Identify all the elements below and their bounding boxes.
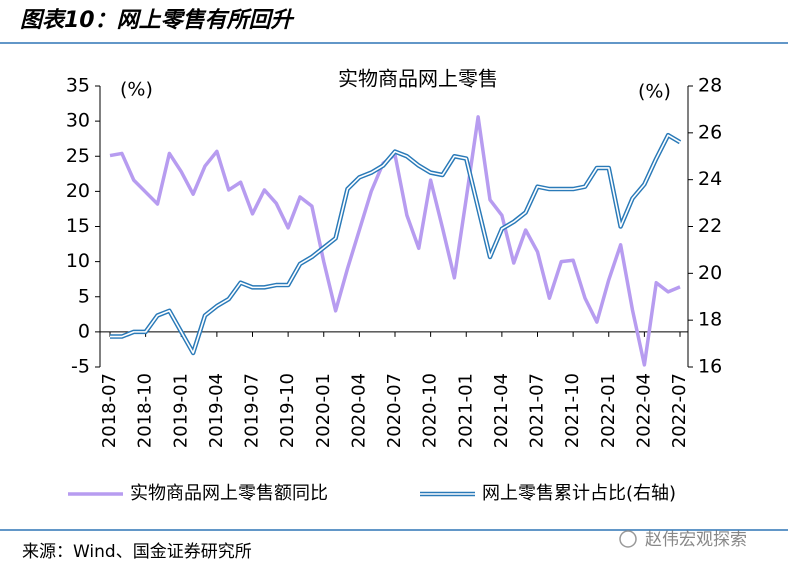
chart-title: 实物商品网上零售 (338, 67, 498, 91)
x-tick-label: 2020-01 (313, 373, 334, 448)
y-axis-label: (%) (120, 79, 153, 101)
watermark: 赵伟宏观探索 (645, 530, 747, 550)
y-tick-label: 10 (66, 250, 90, 272)
x-tick-label: 2021-07 (527, 373, 548, 448)
x-tick-label: 2020-10 (420, 373, 441, 448)
series-line-inner (110, 134, 681, 354)
x-tick-label: 2020-07 (384, 373, 405, 448)
y-tick-label: 25 (66, 145, 90, 167)
x-tick-label: 2019-04 (206, 373, 227, 448)
y2-axis-label: (%) (638, 81, 671, 103)
legend-label: 网上零售累计占比(右轴) (482, 483, 676, 504)
x-tick-label: 2018-07 (99, 373, 120, 448)
y-tick-label: 15 (66, 215, 90, 237)
x-tick-label: 2019-01 (170, 373, 191, 448)
source: 来源：Wind、国金证券研究所 (22, 542, 252, 562)
x-tick-label: 2021-04 (491, 373, 512, 448)
x-tick-label: 2020-04 (348, 373, 369, 448)
y2-tick-label: 18 (698, 309, 722, 331)
x-tick-label: 2021-10 (562, 373, 583, 448)
y-tick-label: -5 (71, 356, 90, 378)
page-title: 图表10：网上零售有所回升 (20, 7, 295, 33)
x-tick-label: 2022-01 (598, 373, 619, 448)
y2-tick-label: 28 (698, 75, 722, 97)
y2-tick-label: 22 (698, 215, 722, 237)
watermark-icon (619, 530, 637, 548)
y-tick-label: 30 (66, 110, 90, 132)
x-tick-label: 2018-10 (135, 373, 156, 448)
y-tick-label: 35 (66, 75, 90, 97)
y2-tick-label: 24 (698, 168, 722, 190)
y-tick-label: 0 (78, 320, 90, 342)
x-tick-label: 2022-04 (633, 373, 654, 448)
x-tick-label: 2022-07 (669, 373, 690, 448)
y2-tick-label: 26 (698, 121, 722, 143)
x-tick-label: 2021-01 (455, 373, 476, 448)
legend-label: 实物商品网上零售额同比 (130, 483, 328, 504)
y2-tick-label: 16 (698, 356, 722, 378)
y-tick-label: 5 (78, 285, 90, 307)
y-tick-label: 20 (66, 180, 90, 202)
x-tick-label: 2019-07 (242, 373, 263, 448)
y2-tick-label: 20 (698, 262, 722, 284)
x-tick-label: 2019-10 (277, 373, 298, 448)
plot: -5 0 5 10 15 20 25 30 35 16 18 20 22 24 26 28 2018-07 201… (66, 75, 722, 505)
